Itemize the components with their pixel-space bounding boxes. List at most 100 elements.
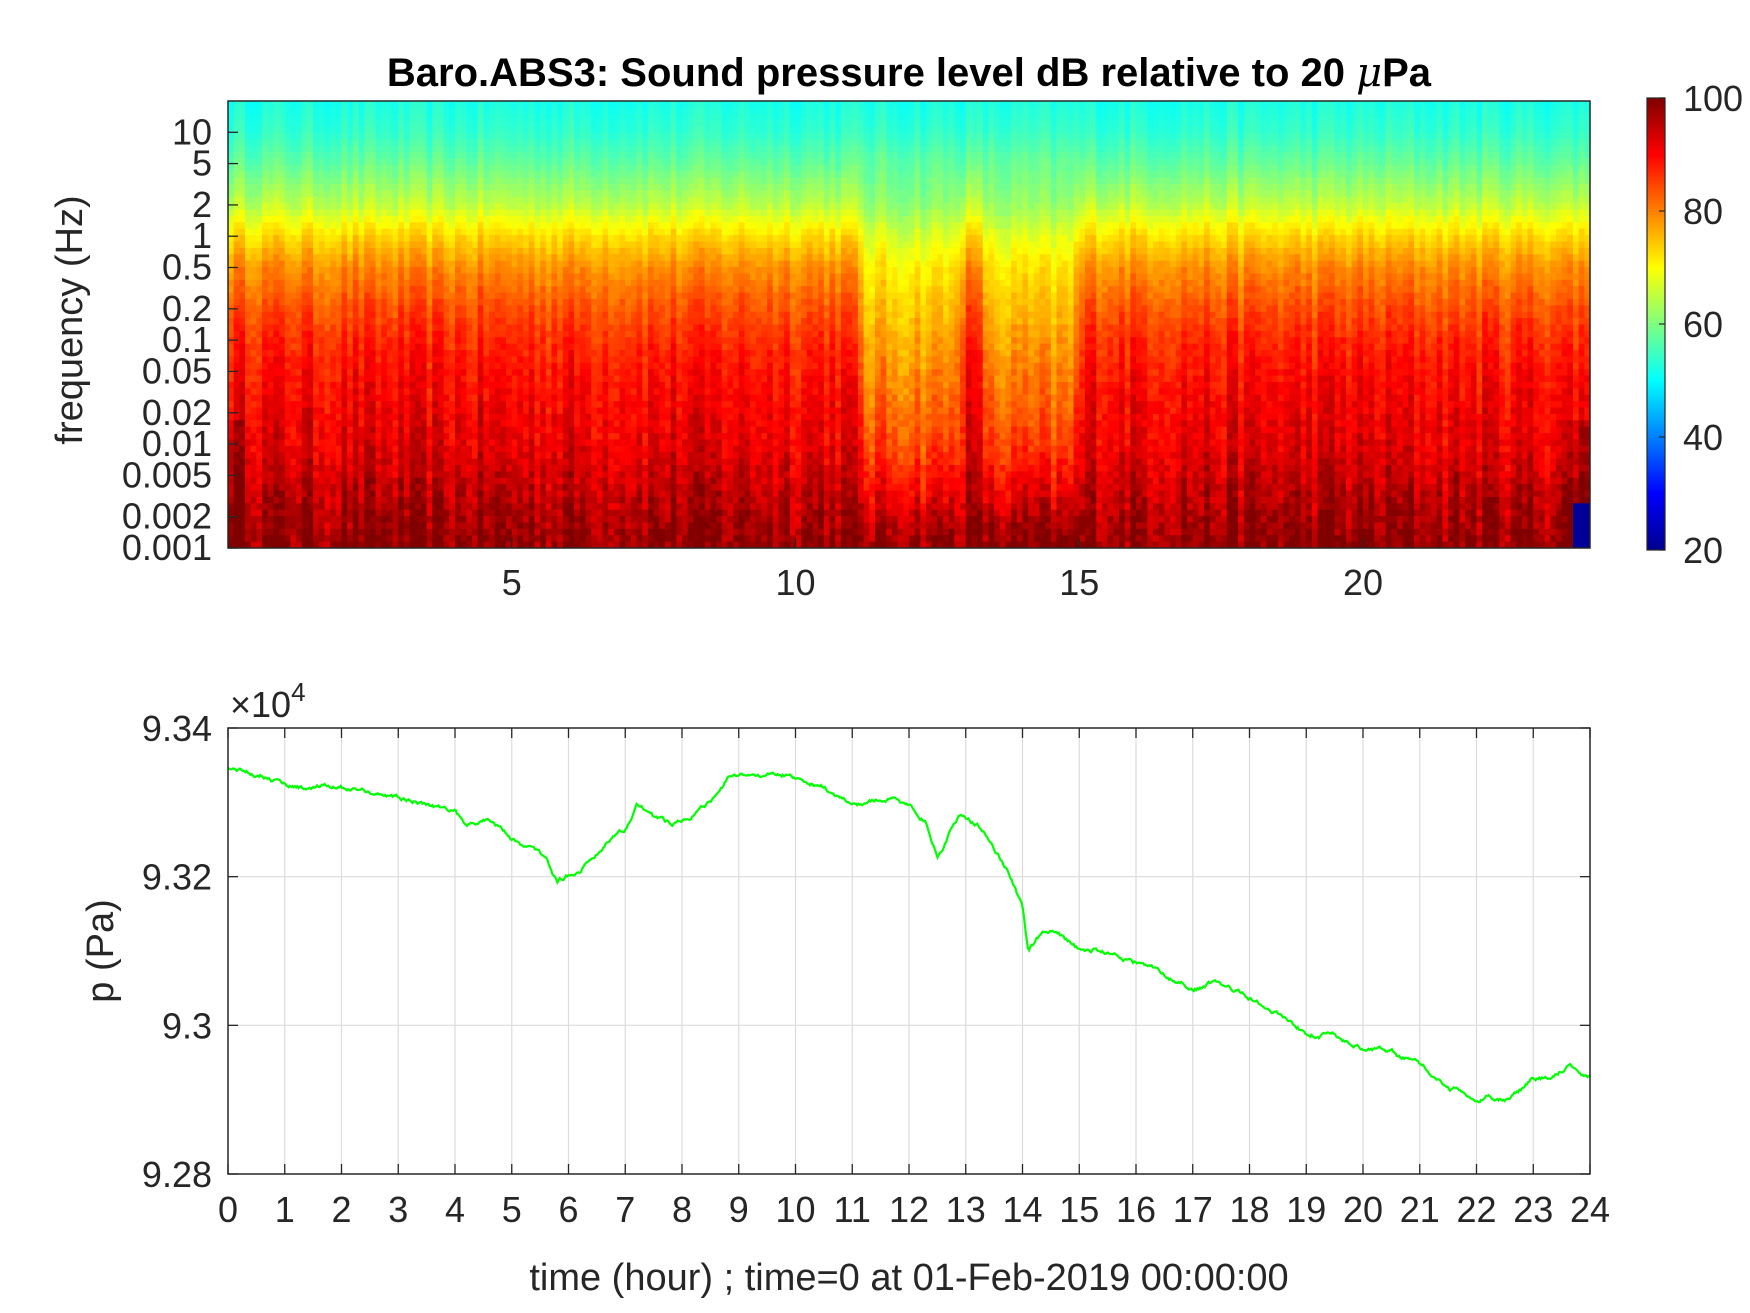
spectrogram-cell [358, 413, 365, 421]
spectrogram-cell [415, 241, 422, 249]
spectrogram-cell [245, 522, 252, 530]
spectrogram-cell [318, 420, 326, 428]
spectrogram-cell [557, 464, 564, 472]
spectrogram-cell [358, 324, 365, 332]
spectrogram-cell [528, 158, 536, 166]
spectrogram-cell [296, 445, 303, 453]
spectrogram-cell [545, 401, 553, 409]
spectrogram-cell [455, 305, 462, 313]
spectrogram-cell [608, 522, 615, 530]
spectrogram-cell [477, 292, 484, 300]
spectrogram-cell [613, 477, 621, 485]
spectrogram-cell [228, 407, 235, 415]
spectrogram-cell [233, 273, 240, 281]
spectrogram-cell [608, 413, 615, 421]
spectrogram-cell [489, 311, 496, 319]
spectrogram-cell [625, 509, 632, 517]
spectrogram-cell [228, 132, 235, 140]
spectrogram-cell [551, 305, 558, 313]
spectrogram-cell [233, 464, 240, 472]
spectrogram-cell [579, 171, 587, 179]
spectrogram-cell [579, 158, 587, 166]
spectrogram-cell [347, 222, 354, 230]
spectrogram-cell [494, 164, 501, 172]
spectrogram-cell [574, 541, 581, 548]
spectrogram-cell [279, 190, 286, 198]
spectrogram-cell [296, 452, 303, 460]
spectrogram-cell [625, 439, 632, 447]
spectrogram-cell [341, 286, 348, 294]
spectrogram-cell [262, 350, 269, 358]
spectrogram-cell [437, 241, 445, 249]
spectrogram-cell [455, 260, 462, 268]
spectrogram-cell [437, 343, 445, 351]
spectrogram-cell [483, 350, 490, 358]
spectrogram-cell [313, 318, 320, 326]
spectrogram-cell [386, 445, 394, 453]
spectrogram-cell [375, 388, 382, 396]
spectrogram-cell [284, 215, 292, 223]
spectrogram-cell [545, 171, 553, 179]
spectrogram-cell [608, 452, 615, 460]
spectrogram-cell [369, 164, 377, 172]
spectrogram-cell [460, 509, 467, 517]
spectrogram-cell [432, 273, 439, 281]
spectrogram-cell [557, 369, 564, 377]
spectrogram-cell [545, 113, 553, 121]
spectrogram-cell [613, 120, 621, 128]
spectrogram-cell [375, 101, 382, 108]
spectrogram-cell [596, 528, 604, 536]
spectrogram-cell [591, 196, 598, 204]
spectrogram-cell [324, 215, 331, 223]
spectrogram-cell [273, 311, 280, 319]
spectrogram-cell [455, 247, 462, 255]
spectrogram-cell [233, 164, 240, 172]
spectrogram-cell [523, 522, 530, 530]
spectrogram-cell [392, 350, 399, 358]
spectrogram-cell [466, 522, 473, 530]
spectrogram-cell [279, 420, 286, 428]
spectrogram-cell [386, 215, 394, 223]
spectrogram-cell [443, 126, 450, 134]
spectrogram-cell [443, 139, 450, 147]
spectrogram-cell [591, 503, 598, 511]
spectrogram-cell [290, 420, 297, 428]
spectrogram-cell [341, 439, 348, 447]
spectrogram-cell [233, 203, 240, 211]
spectrogram-cell [534, 190, 541, 198]
spectrogram-cell [375, 413, 382, 421]
spectrogram-cell [409, 541, 416, 548]
spectrogram-cell [528, 420, 536, 428]
spectrogram-cell [472, 535, 479, 543]
spectrogram-cell [483, 381, 490, 389]
spectrogram-cell [523, 318, 530, 326]
spectrogram-cell [228, 381, 235, 389]
spectrogram-cell [545, 247, 553, 255]
spectrogram-cell [398, 394, 405, 402]
spectrogram-cell [392, 107, 399, 115]
spectrogram-cell [455, 503, 462, 511]
spectrogram-cell [324, 171, 331, 179]
spectrogram-cell [364, 490, 371, 498]
spectrogram-cell [460, 535, 467, 543]
spectrogram-cell [347, 420, 354, 428]
spectrogram-cell [273, 490, 280, 498]
spectrogram-cell [335, 401, 343, 409]
spectrogram-cell [301, 184, 309, 191]
spectrogram-cell [403, 241, 411, 249]
spectrogram-cell [386, 426, 394, 434]
spectrogram-cell [557, 215, 564, 223]
spectrogram-cell [256, 292, 263, 300]
spectrogram-cell [392, 101, 399, 108]
spectrogram-cell [347, 484, 354, 492]
spectrogram-cell [335, 247, 343, 255]
spectrogram-cell [245, 235, 252, 243]
spectrogram-cell [477, 260, 484, 268]
spectrogram-cell [585, 535, 592, 543]
spectrogram-cell [250, 490, 257, 498]
spectrogram-cell [523, 484, 530, 492]
spectrogram-cell [432, 369, 439, 377]
spectrogram-cell [307, 445, 314, 453]
spectrogram-cell [403, 356, 411, 364]
spectrogram-cell [358, 235, 365, 243]
